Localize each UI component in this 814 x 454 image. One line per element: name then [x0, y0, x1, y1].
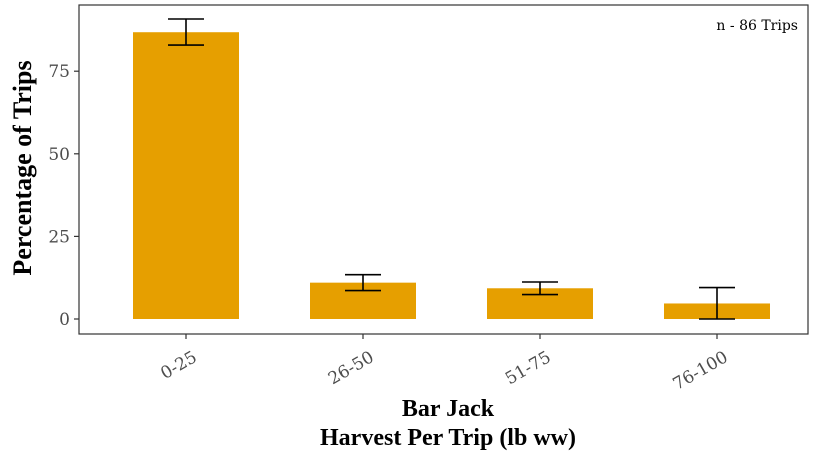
x-axis-title-line1: Bar Jack	[402, 396, 495, 422]
y-axis-title: Percentage of Trips	[8, 60, 37, 275]
y-tick-label-0: 0	[59, 310, 70, 330]
error-bar-26-50	[345, 273, 381, 292]
y-axis: 0 25 50 75	[48, 62, 79, 330]
error-bar-76-100	[699, 286, 735, 320]
x-tick-label-26-50: 26-50	[325, 347, 377, 389]
error-bars	[168, 18, 735, 320]
x-tick-label-0-25: 0-25	[157, 347, 200, 383]
x-axis: 0-25 26-50 51-75 76-100	[157, 334, 732, 395]
error-bar-0-25	[168, 18, 204, 46]
x-tick-label-51-75: 51-75	[502, 347, 554, 389]
error-bar-51-75	[522, 281, 558, 296]
bar-0-25	[133, 32, 239, 320]
sample-size-annotation: n - 86 Trips	[716, 18, 798, 34]
bars	[133, 32, 770, 320]
y-tick-label-50: 50	[48, 145, 70, 165]
y-tick-label-75: 75	[48, 62, 70, 82]
x-tick-label-76-100: 76-100	[670, 347, 732, 394]
y-tick-label-25: 25	[48, 227, 70, 247]
x-axis-title-line2: Harvest Per Trip (lb ww)	[320, 425, 576, 451]
panel-border	[78, 4, 809, 335]
plot-panel	[78, 4, 809, 335]
